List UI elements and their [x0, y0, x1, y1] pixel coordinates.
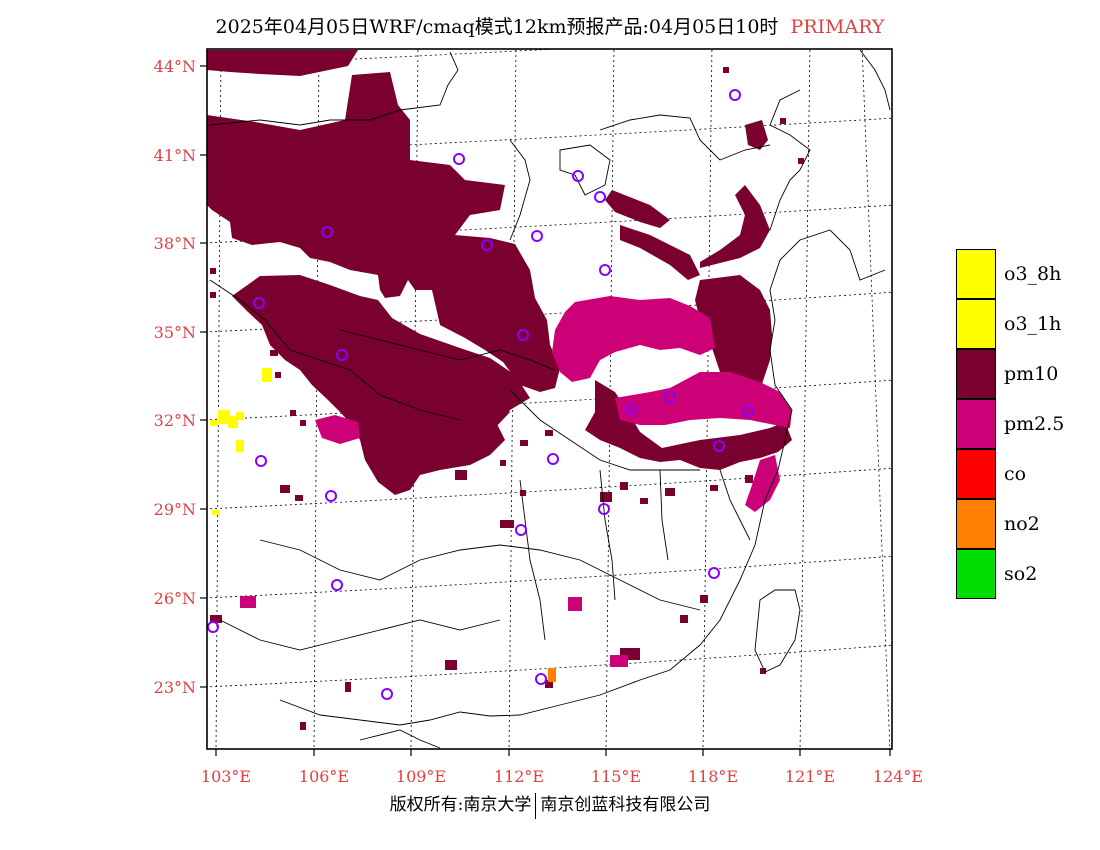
latitude-labels: 44°N 41°N 38°N 35°N 32°N 29°N 26°N 23°N [154, 57, 196, 697]
station-markers [207, 89, 754, 700]
map-frame [206, 48, 893, 750]
pollutant-legend: o3_8h o3_1h pm10 pm2.5 co no2 so2 [956, 249, 1064, 599]
legend-label: pm2.5 [1004, 413, 1065, 435]
no2-region [548, 668, 556, 682]
lon-label-115: 115°E [591, 767, 641, 786]
boundaries [209, 49, 891, 749]
title-primary-tag: PRIMARY [790, 16, 885, 38]
lon-label-106: 106°E [299, 767, 349, 786]
axis-ticks [200, 65, 891, 756]
pm25-regions [240, 296, 792, 667]
lon-label-112: 112°E [494, 767, 544, 786]
lon-label-121: 121°E [785, 767, 835, 786]
legend-item-co: co [956, 449, 1064, 499]
lat-label-26: 26°N [154, 589, 196, 608]
lon-label-118: 118°E [688, 767, 738, 786]
lat-label-44: 44°N [154, 57, 196, 76]
legend-swatch [956, 499, 996, 549]
footer-separator [535, 792, 537, 819]
lon-label-109: 109°E [396, 767, 446, 786]
o3-regions [210, 368, 272, 515]
legend-swatch [956, 299, 996, 349]
legend-swatch [956, 549, 996, 599]
legend-swatch [956, 449, 996, 499]
legend-item-pm10: pm10 [956, 349, 1064, 399]
legend-item-no2: no2 [956, 499, 1064, 549]
legend-label: pm10 [1004, 363, 1059, 385]
legend-label: co [1004, 463, 1027, 485]
pm10-scatter [210, 67, 804, 730]
lon-label-124: 124°E [873, 767, 923, 786]
copyright-right: 南京创蓝科技有限公司 [540, 795, 711, 815]
map-content [207, 49, 892, 749]
legend-item-o3-8h: o3_8h [956, 249, 1064, 299]
legend-label: o3_1h [1004, 313, 1062, 335]
legend-item-o3-1h: o3_1h [956, 299, 1064, 349]
lat-label-29: 29°N [154, 500, 196, 519]
lat-label-35: 35°N [154, 323, 196, 342]
legend-label: no2 [1004, 513, 1040, 535]
legend-swatch [956, 249, 996, 299]
map-title: 2025年04月05日WRF/cmaq模式12km预报产品:04月05日10时 P… [0, 12, 1100, 39]
pm10-regions [207, 50, 792, 495]
legend-label: so2 [1004, 563, 1038, 585]
legend-item-pm25: pm2.5 [956, 399, 1064, 449]
legend-item-so2: so2 [956, 549, 1064, 599]
lat-label-23: 23°N [154, 678, 196, 697]
longitude-labels: 103°E 106°E 109°E 112°E 115°E 118°E 121°… [201, 767, 923, 786]
copyright-left: 版权所有:南京大学 [389, 795, 532, 815]
legend-label: o3_8h [1004, 263, 1062, 285]
legend-swatch [956, 349, 996, 399]
title-text: 2025年04月05日WRF/cmaq模式12km预报产品:04月05日10时 [215, 16, 779, 38]
lat-label-41: 41°N [154, 146, 196, 165]
lat-label-32: 32°N [154, 411, 196, 430]
lon-label-103: 103°E [201, 767, 251, 786]
legend-swatch [956, 399, 996, 449]
copyright-footer: 版权所有:南京大学 南京创蓝科技有限公司 [0, 790, 1100, 819]
lat-label-38: 38°N [154, 234, 196, 253]
